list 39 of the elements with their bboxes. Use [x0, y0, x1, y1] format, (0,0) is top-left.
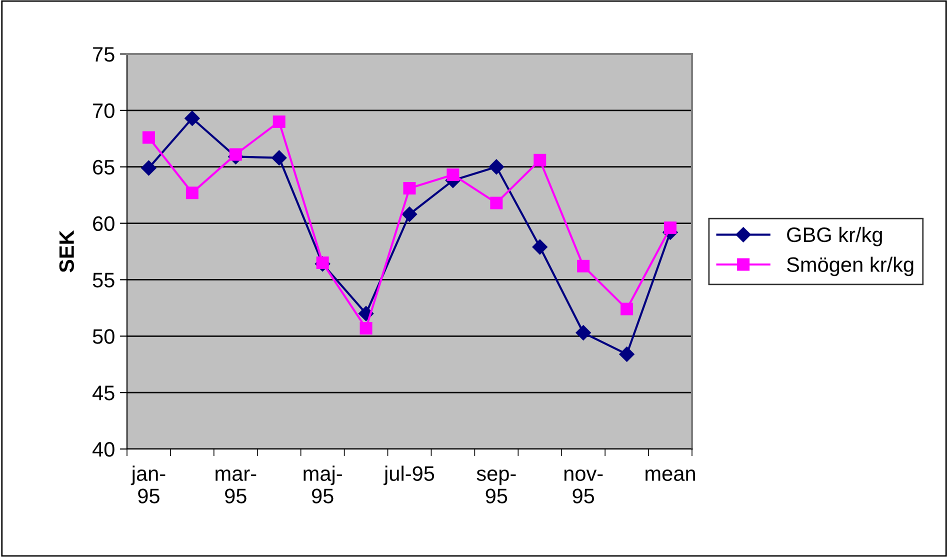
x-tick-label: sep- 95 [476, 470, 516, 504]
point [532, 239, 548, 255]
x-tick-label: mean [646, 470, 695, 481]
point [619, 346, 634, 362]
x-tick-label: maj- 95 [304, 466, 342, 504]
y-axis-title: SEK [59, 230, 74, 272]
point [534, 154, 546, 166]
point [490, 196, 503, 210]
point [229, 148, 242, 161]
y-tick-label: 45 [92, 386, 114, 400]
point [141, 160, 156, 176]
y-tick-label: 60 [93, 216, 114, 232]
point [620, 302, 634, 316]
point [664, 222, 677, 234]
point [446, 168, 460, 182]
point [316, 256, 329, 270]
y-tick-label: 70 [93, 103, 114, 118]
y-tick-label: 65 [93, 160, 114, 175]
point [184, 110, 200, 126]
legend-label: GBG kr/kg [787, 226, 882, 246]
point [186, 186, 198, 200]
x-tick-label: jul-95 [384, 466, 434, 486]
point [272, 115, 286, 128]
point [142, 131, 155, 144]
y-tick-label: 55 [92, 272, 114, 288]
point [272, 150, 287, 166]
x-tick-label: nov- 95 [564, 470, 603, 504]
y-tick-label: 50 [92, 329, 114, 344]
point [402, 206, 418, 222]
point [488, 159, 504, 174]
x-tick-label: mar- 95 [216, 470, 256, 504]
point [403, 182, 416, 195]
y-tick-label: 75 [93, 47, 114, 62]
y-tick-label: 40 [92, 442, 114, 457]
legend-label: Smögen kr/kg [786, 256, 914, 276]
point [577, 260, 590, 272]
point [576, 325, 591, 340]
point [360, 322, 372, 334]
x-tick-label: jan- 95 [130, 466, 166, 504]
